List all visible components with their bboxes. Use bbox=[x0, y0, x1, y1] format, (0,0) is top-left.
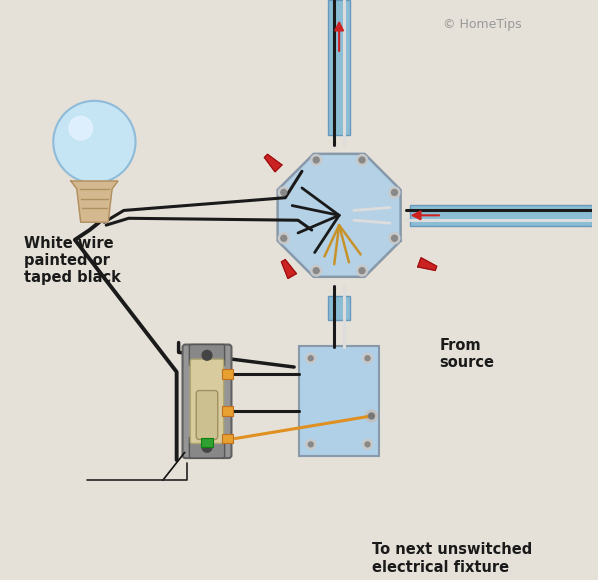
Circle shape bbox=[362, 353, 373, 363]
Circle shape bbox=[53, 101, 136, 183]
Circle shape bbox=[365, 410, 377, 422]
FancyBboxPatch shape bbox=[222, 369, 233, 379]
FancyBboxPatch shape bbox=[222, 434, 233, 443]
Circle shape bbox=[368, 413, 374, 419]
Polygon shape bbox=[418, 258, 437, 270]
Circle shape bbox=[392, 190, 398, 195]
Circle shape bbox=[389, 233, 400, 244]
Circle shape bbox=[202, 350, 212, 360]
Text: © HomeTips: © HomeTips bbox=[443, 18, 521, 31]
Circle shape bbox=[311, 155, 322, 165]
Circle shape bbox=[281, 235, 286, 241]
FancyBboxPatch shape bbox=[190, 437, 225, 458]
Circle shape bbox=[281, 190, 286, 195]
Circle shape bbox=[356, 155, 367, 165]
Circle shape bbox=[309, 442, 313, 447]
Circle shape bbox=[309, 356, 313, 361]
Circle shape bbox=[69, 117, 93, 140]
Circle shape bbox=[389, 187, 400, 198]
FancyBboxPatch shape bbox=[328, 0, 350, 135]
Circle shape bbox=[365, 356, 370, 361]
Circle shape bbox=[279, 187, 289, 198]
FancyBboxPatch shape bbox=[328, 296, 350, 320]
Circle shape bbox=[279, 233, 289, 244]
Text: From
source: From source bbox=[440, 338, 495, 370]
FancyBboxPatch shape bbox=[196, 390, 218, 440]
Circle shape bbox=[306, 353, 316, 363]
Circle shape bbox=[392, 235, 398, 241]
Circle shape bbox=[306, 440, 316, 450]
Circle shape bbox=[313, 268, 319, 274]
Circle shape bbox=[356, 265, 367, 276]
Circle shape bbox=[359, 268, 365, 274]
Text: White wire
painted or
taped black: White wire painted or taped black bbox=[24, 235, 121, 285]
Circle shape bbox=[202, 443, 212, 452]
Polygon shape bbox=[277, 154, 401, 277]
FancyBboxPatch shape bbox=[190, 345, 225, 366]
Polygon shape bbox=[264, 154, 282, 172]
FancyBboxPatch shape bbox=[222, 406, 233, 416]
FancyBboxPatch shape bbox=[190, 359, 224, 443]
Circle shape bbox=[313, 157, 319, 163]
FancyBboxPatch shape bbox=[182, 345, 231, 458]
Text: To next unswitched
electrical fixture: To next unswitched electrical fixture bbox=[372, 542, 532, 575]
FancyBboxPatch shape bbox=[299, 346, 379, 456]
Circle shape bbox=[365, 442, 370, 447]
FancyBboxPatch shape bbox=[410, 205, 591, 226]
Polygon shape bbox=[282, 260, 297, 278]
FancyBboxPatch shape bbox=[201, 437, 213, 447]
Circle shape bbox=[311, 265, 322, 276]
Circle shape bbox=[359, 157, 365, 163]
Polygon shape bbox=[71, 181, 118, 222]
Circle shape bbox=[362, 440, 373, 450]
